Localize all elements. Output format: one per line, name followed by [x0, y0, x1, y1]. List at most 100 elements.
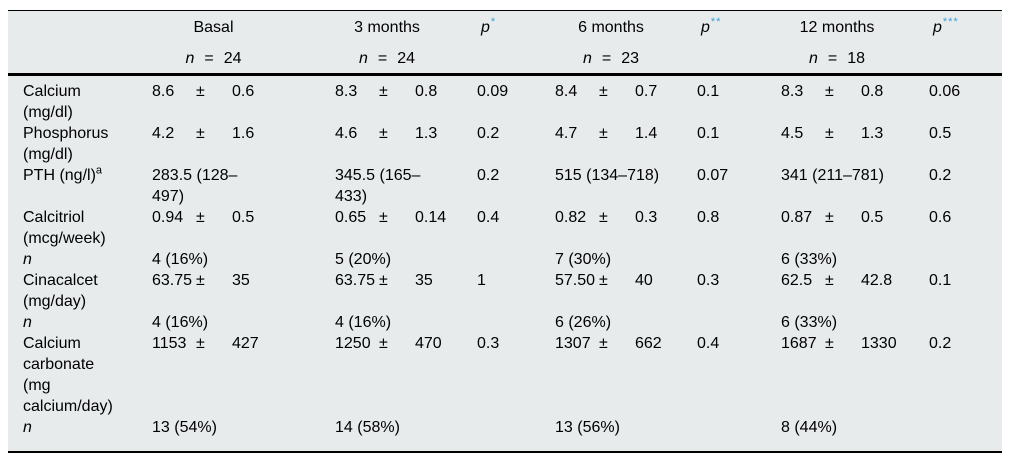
mean-value: 57.50 [555, 272, 596, 289]
p-value-cell: 0.06 [921, 75, 1002, 124]
p-value: 0.07 [697, 167, 729, 184]
sd-value: 662 [635, 335, 662, 352]
p-value: 0.1 [929, 272, 952, 289]
equals-sign: = [377, 49, 388, 67]
p-value-cell: 0.1 [689, 75, 773, 124]
p-value-cell: 0.09 [469, 75, 547, 124]
count-percent-value: 5 (20%) [335, 251, 392, 268]
p-symbol: p [701, 18, 710, 36]
mean-sd-cell: 8.3 ±0.8 [327, 75, 469, 124]
mean-sd-cell: 4.7 ±1.4 [547, 123, 689, 165]
empty-header-cell [8, 44, 144, 75]
mean-sd-cell: 1153 ±427 [144, 333, 327, 417]
mean-sd-group: 1307 ±662 [555, 333, 689, 354]
p-value-cell: 0.1 [921, 270, 1002, 312]
n-symbol: n [185, 49, 195, 67]
table-row: Cinacalcet (mg/day) 63.75 ±35 63.75 ±35 1 57.5… [8, 270, 1002, 312]
count-percent-cell: 6 (33%) [773, 249, 921, 270]
plus-minus-sign: ± [825, 125, 834, 142]
mean-sd-cell: 0.87 ±0.5 [773, 207, 921, 249]
mean-sd-cell: 1307 ±662 [547, 333, 689, 417]
sd-value: 40 [635, 272, 653, 289]
count-percent-cell: 4 (16%) [144, 249, 327, 270]
plus-minus-sign: ± [196, 272, 205, 289]
table-row: Phosphorus (mg/dl) 4.2 ±1.6 4.6 ±1.3 0.2 4.7 ±1… [8, 123, 1002, 165]
empty-header-cell [689, 44, 773, 75]
mean-sd-cell: 8.3 ±0.8 [773, 75, 921, 124]
row-label-cell: n [8, 249, 144, 270]
row-label-cell: n [8, 417, 144, 452]
p-value-cell: 0.07 [689, 165, 773, 207]
p-value-cell: 0.6 [921, 207, 1002, 249]
p-value-cell: 0.1 [689, 123, 773, 165]
row-label-cell: Phosphorus (mg/dl) [8, 123, 144, 165]
mean-value: 63.75 [152, 272, 193, 289]
row-label: Calcitriol (mcg/week) [23, 209, 106, 247]
p-value: 0.4 [697, 335, 720, 352]
mean-sd-cell: 57.50 ±40 [547, 270, 689, 312]
count-percent-cell: 7 (30%) [547, 249, 689, 270]
footnote-marker: a [95, 164, 103, 177]
column-title: 3 months [354, 18, 420, 36]
mean-sd-cell: 63.75 ±35 [144, 270, 327, 312]
p-value: 0.4 [477, 209, 500, 226]
p-value-cell [921, 417, 1002, 452]
p-value-cell: 0.5 [921, 123, 1002, 165]
lab-values-table: Basal 3 months p* 6 months p** 12 months… [8, 10, 1002, 453]
p-value: 0.2 [477, 125, 500, 142]
p-value: 0.5 [929, 125, 952, 142]
table-subheader-row: n = 24 n = 24 n = 23 n = 18 [8, 44, 1002, 75]
p-value-cell [689, 249, 773, 270]
count-percent-cell: 5 (20%) [327, 249, 469, 270]
sample-size-12-months: n = 18 [773, 44, 921, 75]
median-range-value: 515 (134–718) [555, 167, 660, 184]
significance-stars: ** [710, 15, 722, 28]
plus-minus-sign: ± [196, 335, 205, 352]
mean-sd-cell: 4.2 ±1.6 [144, 123, 327, 165]
p-value-cell: 0.8 [689, 207, 773, 249]
mean-value: 4.6 [335, 125, 358, 142]
p-value-cell: 0.4 [469, 207, 547, 249]
plus-minus-sign: ± [599, 272, 608, 289]
median-range-cell: 345.5 (165–433) [327, 165, 469, 207]
count-percent-cell: 14 (58%) [327, 417, 469, 452]
mean-sd-cell: 1250 ±470 [327, 333, 469, 417]
mean-sd-group: 1687 ±1330 [781, 333, 921, 354]
mean-sd-cell: 1687 ±1330 [773, 333, 921, 417]
table-row: Calcium (mg/dl) 8.6 ±0.6 8.3 ±0.8 0.09 8.4 ±0.7… [8, 75, 1002, 124]
n-value: 23 [621, 49, 640, 67]
mean-sd-group: 0.65 ±0.14 [335, 207, 469, 228]
mean-sd-cell: 4.6 ±1.3 [327, 123, 469, 165]
p-symbol: p [481, 18, 490, 36]
mean-sd-cell: 62.5 ±42.8 [773, 270, 921, 312]
mean-value: 0.82 [555, 209, 587, 226]
mean-sd-group: 57.50 ±40 [555, 270, 689, 291]
sd-value: 0.8 [415, 83, 438, 100]
p-value-cell: 0.3 [689, 270, 773, 312]
mean-value: 62.5 [781, 272, 813, 289]
median-range-cell: 283.5 (128–497) [144, 165, 327, 207]
column-header-12-months: 12 months [773, 11, 921, 45]
sd-value: 1.3 [861, 125, 884, 142]
n-symbol: n [358, 49, 368, 67]
sd-value: 1.4 [635, 125, 658, 142]
plus-minus-sign: ± [379, 209, 388, 226]
row-label: Phosphorus (mg/dl) [23, 125, 109, 163]
p-value: 0.3 [697, 272, 720, 289]
mean-value: 8.3 [335, 83, 358, 100]
column-header-p3: p*** [921, 11, 1002, 45]
plus-minus-sign: ± [379, 335, 388, 352]
table-row: n 4 (16%) 4 (16%) 6 (26%) 6 (33%) [8, 312, 1002, 333]
sd-value: 35 [415, 272, 433, 289]
column-header-p1: p* [469, 11, 547, 45]
count-percent-value: 4 (16%) [152, 314, 209, 331]
plus-minus-sign: ± [379, 83, 388, 100]
mean-sd-group: 1153 ±427 [152, 333, 327, 354]
plus-minus-sign: ± [825, 335, 834, 352]
p-value: 1 [477, 272, 486, 289]
sd-value: 0.6 [232, 83, 255, 100]
plus-minus-sign: ± [599, 335, 608, 352]
row-label-cell: Calcitriol (mcg/week) [8, 207, 144, 249]
sd-value: 0.5 [861, 209, 884, 226]
plus-minus-sign: ± [196, 209, 205, 226]
